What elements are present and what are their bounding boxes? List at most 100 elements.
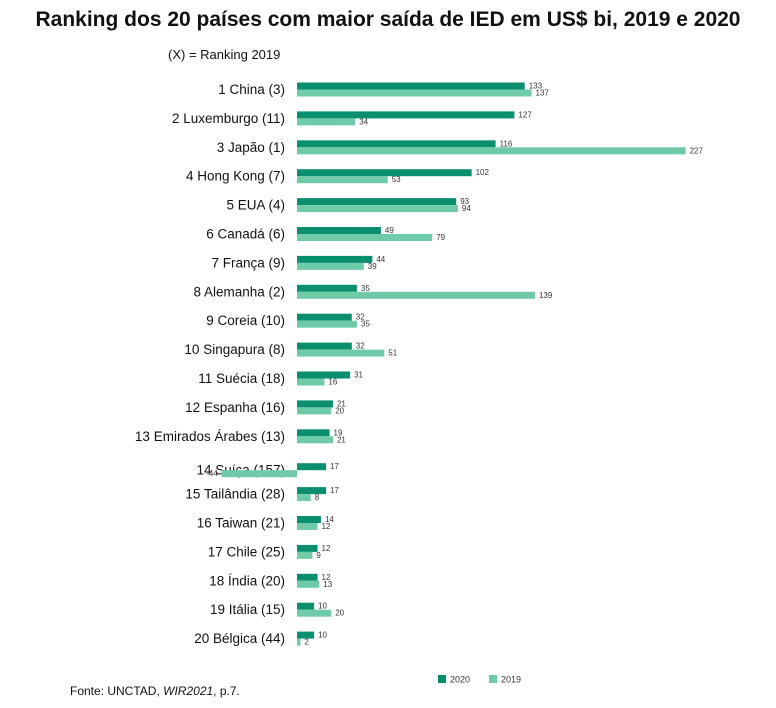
chart-title: Ranking dos 20 países com maior saída de… [35,8,741,31]
value-label-2020-12: 19 [334,428,343,437]
bar-2019-4 [297,205,458,213]
category-label: 20 Bélgica (44) [194,631,285,646]
category-label: 19 Itália (15) [210,602,285,617]
bar-2019-8 [297,320,357,328]
bar-2019-9 [297,349,385,357]
legend-label-2020: 2020 [450,675,470,685]
value-label-2019-5: 79 [436,233,445,242]
bar-2019-14 [297,494,311,502]
value-label-2019-12: 21 [337,435,346,444]
bar-2019-5 [297,234,433,241]
source-suffix: , p.7. [213,684,240,698]
category-label: 16 Taiwan (21) [197,516,285,531]
value-label-2020-10: 31 [354,371,363,380]
bar-2020-10 [297,371,351,379]
category-label: 7 França (9) [211,255,285,270]
value-label-2020-8: 32 [356,313,365,322]
value-label-2019-16: 9 [316,551,321,560]
bar-2020-3 [297,169,472,177]
category-label: 9 Coreia (10) [206,313,285,328]
bar-2019-1 [297,118,356,126]
value-label-2019-18: 20 [335,609,344,618]
value-label-2019-15: 12 [322,522,331,531]
bar-2020-19 [297,631,315,639]
category-label: 6 Canadá (6) [206,227,285,242]
category-label: 5 EUA (4) [226,198,285,213]
value-label-2020-13: 17 [330,462,339,471]
bar-2020-18 [297,602,315,610]
bar-2020-9 [297,342,352,350]
bar-2019-3 [297,176,388,184]
bar-2019-15 [297,523,318,530]
bar-2019-10 [297,378,325,386]
bar-2020-6 [297,255,373,263]
value-label-2020-1: 127 [518,110,532,119]
category-label: 12 Espanha (16) [185,400,285,415]
chart-subtitle: (X) = Ranking 2019 [168,47,281,62]
bar-2019-19 [297,638,301,646]
value-label-2020-5: 49 [385,226,394,235]
bar-2020-15 [297,516,321,523]
bar-2020-13 [297,463,327,471]
value-label-2019-14: 8 [315,493,320,502]
category-label: 8 Alemanha (2) [193,284,285,299]
bar-2019-6 [297,262,364,270]
legend-label-2019: 2019 [501,675,521,685]
category-label: 13 Emirados Árabes (13) [135,429,285,444]
value-label-2019-11: 20 [335,406,344,415]
bar-2020-17 [297,573,318,581]
value-label-2020-17: 12 [322,573,331,582]
bar-2020-5 [297,227,381,234]
bar-2020-1 [297,111,515,119]
bar-2019-12 [297,436,333,444]
category-label: 11 Suécia (18) [198,371,285,386]
bar-2020-0 [297,82,525,90]
value-label-2019-1: 34 [359,117,368,126]
category-label: 4 Hong Kong (7) [186,169,285,184]
value-label-2019-19: 2 [304,638,309,647]
bar-2019-7 [297,291,535,299]
value-label-2020-15: 14 [325,515,334,524]
value-label-2020-3: 102 [476,168,490,177]
bar-2019-17 [297,580,320,588]
bar-2020-8 [297,313,352,321]
value-label-2020-0: 133 [529,82,543,91]
category-label: 15 Tailândia (28) [185,487,285,502]
value-label-2019-2: 227 [690,146,704,155]
bar-2020-14 [297,487,327,495]
value-label-2019-0: 137 [536,89,550,98]
bar-2019-11 [297,407,332,415]
bar-2019-18 [297,609,332,617]
value-label-2019-10: 16 [328,378,337,387]
value-label-2019-13: -44 [206,469,218,478]
category-label: 2 Luxemburgo (11) [172,111,285,126]
chart-source: Fonte: UNCTAD, WIR2021, p.7. [70,684,240,698]
category-label: 17 Chile (25) [208,544,285,559]
bar-2020-11 [297,400,333,408]
category-label: 10 Singapura (8) [184,342,285,357]
value-label-2020-11: 21 [337,399,346,408]
bar-2020-4 [297,198,457,206]
value-label-2020-9: 32 [356,342,365,351]
category-label: 18 Índia (20) [209,573,285,588]
value-label-2020-2: 116 [500,139,513,148]
value-label-2019-9: 51 [388,349,397,358]
bar-2020-7 [297,284,357,292]
bar-2020-2 [297,140,496,148]
value-label-2019-17: 13 [323,580,332,589]
value-label-2020-4: 93 [460,197,469,206]
value-label-2019-4: 94 [462,204,471,213]
value-label-2020-14: 17 [330,486,339,495]
source-prefix: Fonte: UNCTAD, [70,684,164,698]
category-label: 1 China (3) [218,82,285,97]
bar-2019-13 [221,470,297,478]
value-label-2019-7: 139 [539,291,553,300]
value-label-2020-19: 10 [318,631,327,640]
bar-2020-12 [297,429,330,437]
source-italic: WIR2021 [163,684,214,698]
value-label-2020-18: 10 [318,602,327,611]
value-label-2020-7: 35 [361,284,370,293]
value-label-2020-6: 44 [376,255,385,264]
